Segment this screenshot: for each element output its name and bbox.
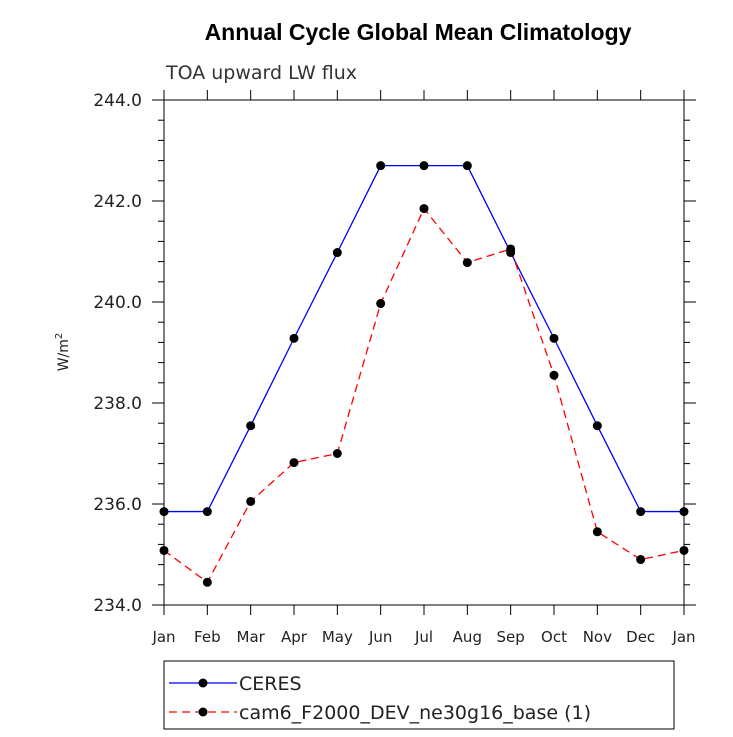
series-2-point	[549, 370, 559, 380]
x-tick-label: Nov	[583, 628, 612, 646]
series-1-point	[289, 333, 299, 343]
y-tick-label: 244.0	[93, 91, 142, 111]
series-1-point	[592, 421, 602, 431]
chart-title: Annual Cycle Global Mean Climatology	[205, 19, 632, 45]
legend-marker-2	[198, 707, 208, 717]
series-2-point	[202, 577, 212, 587]
series-1-point	[419, 161, 429, 171]
series-1-point	[202, 507, 212, 517]
series-1-point	[332, 248, 342, 258]
x-tick-label: Jan	[671, 628, 695, 646]
plot-frame	[163, 99, 685, 606]
series-2-point	[332, 449, 342, 458]
legend-label-1: CERES	[239, 673, 302, 695]
series-2-point	[419, 204, 429, 214]
chart-subtitle: TOA upward LW flux	[165, 62, 357, 84]
series-2-point	[376, 299, 386, 309]
legend-label-2: cam6_F2000_DEV_ne30g16_base (1)	[239, 702, 591, 724]
x-tick-label: May	[322, 628, 353, 646]
series-lines	[163, 164, 685, 584]
x-tick-label: Jul	[414, 628, 433, 646]
series-1-point	[549, 333, 559, 343]
y-axis-label-text: W/m	[56, 339, 72, 371]
series-1-point	[376, 161, 386, 171]
legend: CERES cam6_F2000_DEV_ne30g16_base (1)	[163, 660, 675, 730]
y-tick-label: 240.0	[93, 293, 142, 313]
x-tick-labels: Jan Feb Mar Apr May Jun Jul Aug Sep Oct Nov Dec Jan	[151, 628, 695, 646]
series-2-point	[592, 527, 602, 537]
x-tick-label: Aug	[453, 628, 482, 646]
series-2-point	[246, 496, 256, 506]
y-tick-label: 234.0	[93, 596, 142, 616]
series-line-2	[163, 207, 685, 584]
x-tick-label: Dec	[626, 628, 655, 646]
y-tick-label: 242.0	[93, 192, 142, 212]
series-1-point	[636, 507, 646, 517]
axis-ticks	[152, 90, 696, 615]
series-2-point	[506, 244, 516, 254]
series-1-point	[462, 161, 472, 171]
x-tick-label: Jun	[368, 628, 392, 646]
y-axis-label-superscript: 2	[54, 333, 65, 339]
series-line-1	[164, 164, 684, 513]
series-2-point	[462, 258, 472, 268]
series-points	[159, 161, 689, 587]
y-tick-label: 238.0	[93, 394, 142, 414]
x-tick-label: Feb	[194, 628, 221, 646]
series-2-point	[636, 555, 646, 565]
y-tick-label: 236.0	[93, 495, 142, 515]
legend-marker-1	[198, 678, 208, 688]
x-tick-label: Mar	[237, 628, 266, 646]
y-axis-label: W/m2	[54, 333, 72, 372]
legend-box	[163, 660, 675, 730]
x-tick-label: Sep	[497, 628, 525, 646]
series-2-point	[289, 458, 299, 468]
series-1-point	[246, 421, 256, 431]
x-tick-label: Oct	[541, 628, 567, 646]
y-tick-labels: 234.0 236.0 238.0 240.0 242.0 244.0	[93, 91, 142, 616]
x-tick-label: Apr	[281, 628, 308, 646]
x-tick-label: Jan	[151, 628, 175, 646]
